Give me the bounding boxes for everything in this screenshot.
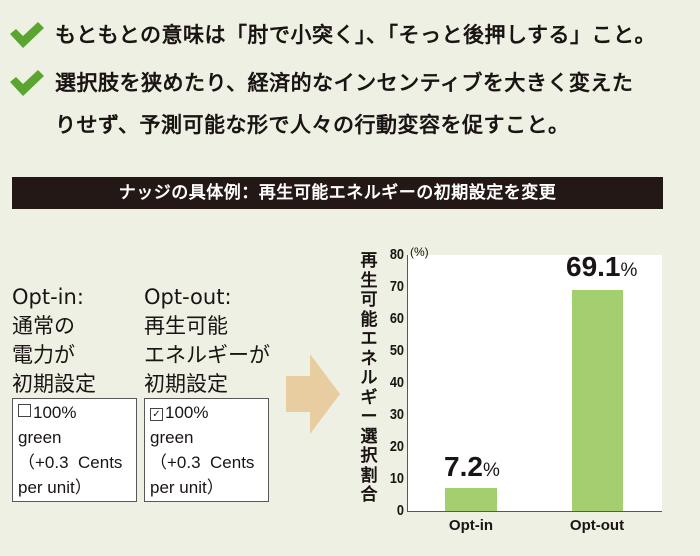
- opt-in-box: 100% green （+0.3 Cents per unit）: [12, 398, 137, 502]
- bar-opt-in: [445, 488, 497, 511]
- label-line: 電力が: [12, 343, 75, 367]
- box-line: green: [150, 428, 194, 447]
- y-tick: 80: [389, 246, 404, 263]
- y-tick: 20: [389, 438, 404, 455]
- box-line: per unit）: [18, 478, 92, 497]
- value-number: 7.2: [444, 451, 483, 482]
- value-number: 69.1: [566, 251, 621, 282]
- value-unit: %: [620, 260, 638, 281]
- opt-out-box: ✓ 100% green （+0.3 Cents per unit）: [144, 398, 269, 502]
- label-line: 初期設定: [12, 372, 96, 396]
- y-tick: 70: [389, 278, 404, 295]
- bar-opt-out: [572, 290, 623, 511]
- label-line: 通常の: [12, 314, 75, 338]
- checked-box-icon: ✓: [150, 408, 163, 421]
- bullet-text-line-2: りせず、予測可能な形で人々の行動変容を促すこと。: [55, 113, 570, 137]
- check-icon: [10, 70, 44, 96]
- bullet-text: もともとの意味は「肘で小突く」、「そっと後押しする」こと。: [55, 23, 657, 47]
- section-banner: ナッジの具体例：再生可能エネルギーの初期設定を変更: [12, 177, 663, 209]
- bullet-text-line-1: 選択肢を狭めたり、経済的なインセンティブを大きく変えた: [55, 71, 634, 95]
- box-line: （+0.3 Cents: [150, 453, 255, 472]
- opt-out-label: Opt-out: 再生可能 エネルギーが 初期設定: [144, 283, 270, 399]
- box-line: green: [18, 428, 62, 447]
- box-line: per unit）: [150, 478, 224, 497]
- label-line: Opt-out:: [144, 285, 232, 309]
- box-line: ✓ 100%: [150, 400, 268, 425]
- x-category-opt-out: Opt-out: [569, 517, 625, 534]
- value-label-opt-in: 7.2%: [444, 451, 500, 483]
- y-tick: 10: [389, 470, 404, 487]
- unchecked-box-icon: [18, 404, 31, 417]
- label-line: 再生可能: [144, 314, 228, 338]
- y-tick: 50: [389, 342, 404, 359]
- value-unit: %: [482, 460, 500, 481]
- value-label-opt-out: 69.1%: [566, 251, 637, 283]
- opt-in-label: Opt-in: 通常の 電力が 初期設定: [12, 283, 96, 399]
- y-tick: 30: [389, 406, 404, 423]
- label-line: エネルギーが: [144, 343, 270, 367]
- y-tick: 60: [389, 310, 404, 327]
- label-line: 初期設定: [144, 372, 228, 396]
- y-tick: 40: [389, 374, 404, 391]
- x-category-opt-in: Opt-in: [448, 517, 494, 534]
- box-line: 100%: [18, 400, 136, 425]
- box-text: 100%: [33, 403, 77, 422]
- box-line: （+0.3 Cents: [18, 453, 123, 472]
- y-tick: 0: [396, 502, 404, 519]
- check-icon: [10, 22, 44, 48]
- right-arrow-icon: [286, 354, 340, 434]
- label-line: Opt-in:: [12, 285, 84, 309]
- y-axis-label: 再生可能エネルギー選択割合: [360, 251, 378, 505]
- y-unit-label: (%): [410, 245, 429, 259]
- box-text: 100%: [165, 403, 209, 422]
